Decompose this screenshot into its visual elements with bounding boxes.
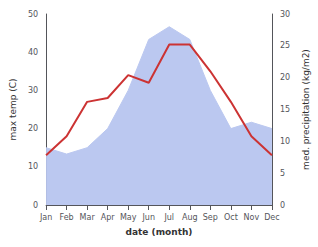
svg-text:15: 15: [280, 105, 290, 114]
svg-text:50: 50: [28, 10, 38, 19]
svg-text:Dec: Dec: [264, 213, 279, 222]
svg-text:20: 20: [280, 73, 290, 82]
svg-text:date (month): date (month): [126, 227, 193, 237]
svg-text:5: 5: [280, 169, 285, 178]
svg-text:Oct: Oct: [224, 213, 238, 222]
svg-text:May: May: [120, 213, 137, 222]
svg-text:Mar: Mar: [80, 213, 96, 222]
svg-text:10: 10: [280, 137, 290, 146]
svg-text:Aug: Aug: [182, 213, 198, 222]
svg-text:Apr: Apr: [101, 213, 116, 222]
svg-text:40: 40: [28, 48, 38, 57]
svg-text:20: 20: [28, 124, 38, 133]
svg-text:0: 0: [280, 201, 285, 210]
svg-text:max temp (C): max temp (C): [8, 78, 18, 140]
svg-text:Sep: Sep: [203, 213, 218, 222]
svg-text:10: 10: [28, 162, 38, 171]
svg-text:25: 25: [280, 41, 290, 50]
svg-text:med. precipitation (kg/m2): med. precipitation (kg/m2): [301, 49, 311, 170]
svg-text:Jul: Jul: [163, 213, 174, 222]
svg-text:0: 0: [33, 201, 38, 210]
svg-text:Jun: Jun: [141, 213, 155, 222]
svg-text:Jan: Jan: [39, 213, 52, 222]
svg-text:Feb: Feb: [60, 213, 74, 222]
svg-text:30: 30: [280, 10, 290, 19]
svg-text:30: 30: [28, 86, 38, 95]
svg-text:Nov: Nov: [244, 213, 260, 222]
